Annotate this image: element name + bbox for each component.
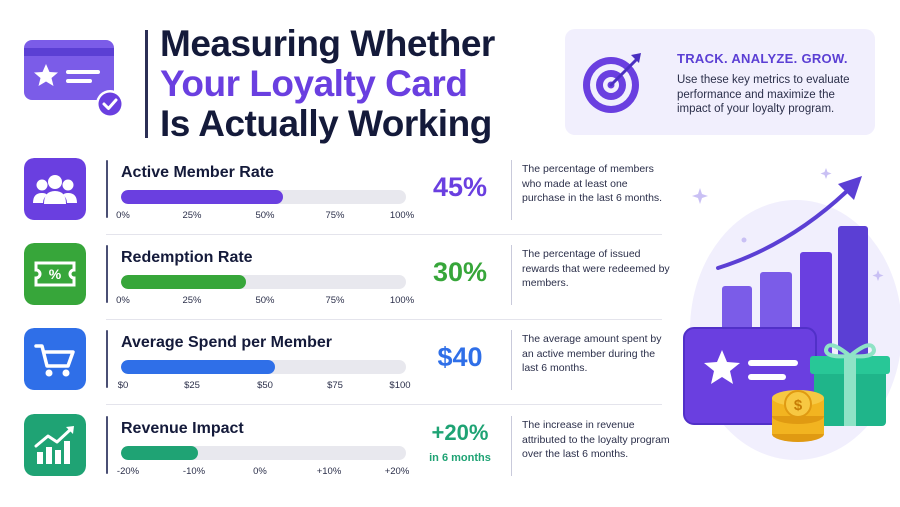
metric-description: The percentage of members who made at le… (522, 163, 663, 204)
progress-fill (121, 446, 198, 460)
tick-label: $50 (257, 380, 273, 391)
metric-value: 45% (432, 172, 488, 202)
metric-row-active-member-rate: Active Member Rate 0% 25% 50% 75% 100% 4… (22, 156, 662, 228)
promo-text: Use these key metrics to evaluate perfor… (677, 74, 850, 115)
sparkle-icon (692, 188, 708, 204)
progress-track (121, 190, 406, 204)
tick-label: 100% (389, 295, 415, 306)
metric-description: The increase in revenue attributed to th… (522, 419, 670, 460)
tick-label: -10% (182, 466, 206, 477)
sparkle-icon (872, 270, 884, 281)
tick-label: $100 (389, 380, 411, 391)
tick-label: +20% (384, 466, 410, 477)
metric-name: Redemption Rate (121, 249, 253, 266)
tick-label: $0 (117, 380, 129, 391)
growth-chart-icon (24, 414, 86, 476)
tick-label: 75% (325, 295, 345, 306)
tick-label: 50% (255, 295, 275, 306)
svg-text:$: $ (794, 397, 803, 414)
title-line-2: Your Loyalty Card (160, 63, 468, 104)
members-icon (24, 158, 86, 220)
progress-fill (121, 275, 247, 289)
tick-label: 75% (325, 210, 345, 221)
metric-row-redemption-rate: % Redemption Rate 0% 25% 50% 75% 100% 30… (22, 241, 670, 313)
metric-value: 30% (432, 257, 488, 287)
tick-labels: $0 $25 $50 $75 $100 (114, 380, 414, 392)
metric-name: Revenue Impact (121, 420, 244, 437)
promo-box: TRACK. ANALYZE. GROW. Use these key metr… (565, 29, 875, 135)
tick-label: 25% (182, 210, 202, 221)
progress-track (121, 275, 406, 289)
metric-name: Active Member Rate (121, 164, 274, 181)
divider (106, 319, 662, 320)
metric-description: The percentage of issued rewards that we… (522, 248, 670, 289)
loyalty-growth-illustration: $ (683, 168, 900, 460)
tick-label: 0% (253, 466, 267, 477)
title-line-3: Is Actually Working (160, 103, 492, 144)
divider (106, 234, 662, 235)
tick-label: -20% (116, 466, 140, 477)
tick-label: +10% (316, 466, 342, 477)
title-accent-bar (145, 30, 148, 138)
tick-label: 0% (116, 210, 130, 221)
progress-track (121, 360, 406, 374)
tick-labels: 0% 25% 50% 75% 100% (114, 210, 414, 222)
metric-name: Average Spend per Member (121, 334, 333, 351)
metric-subvalue: in 6 months (429, 452, 491, 464)
svg-text:%: % (49, 266, 62, 282)
progress-track (121, 446, 406, 460)
metric-value: +20% (431, 420, 489, 445)
loyalty-card-check-icon (24, 40, 124, 118)
shopping-cart-icon (24, 328, 86, 390)
tick-label: 0% (116, 295, 130, 306)
tick-labels: 0% 25% 50% 75% 100% (114, 295, 414, 307)
tick-label: $75 (327, 380, 343, 391)
tick-label: 50% (255, 210, 275, 221)
metric-value: $40 (437, 342, 483, 372)
percent-ticket-icon: % (24, 243, 86, 305)
title-line-1: Measuring Whether (160, 23, 495, 64)
page-title: Measuring Whether Your Loyalty Card Is A… (160, 24, 495, 144)
sparkle-icon (820, 168, 832, 179)
tick-label: $25 (184, 380, 200, 391)
metric-row-revenue-impact: Revenue Impact -20% -10% 0% +10% +20% +2… (22, 412, 670, 484)
metric-row-average-spend: Average Spend per Member $0 $25 $50 $75 … (22, 326, 662, 398)
tick-labels: -20% -10% 0% +10% +20% (114, 466, 414, 478)
promo-heading: TRACK. ANALYZE. GROW. (677, 51, 848, 66)
divider (106, 404, 662, 405)
tick-label: 25% (182, 295, 202, 306)
tick-label: 100% (389, 210, 415, 221)
target-icon (583, 53, 641, 113)
progress-fill (121, 190, 284, 204)
progress-fill (121, 360, 275, 374)
metric-description: The average amount spent by an active me… (522, 333, 662, 374)
